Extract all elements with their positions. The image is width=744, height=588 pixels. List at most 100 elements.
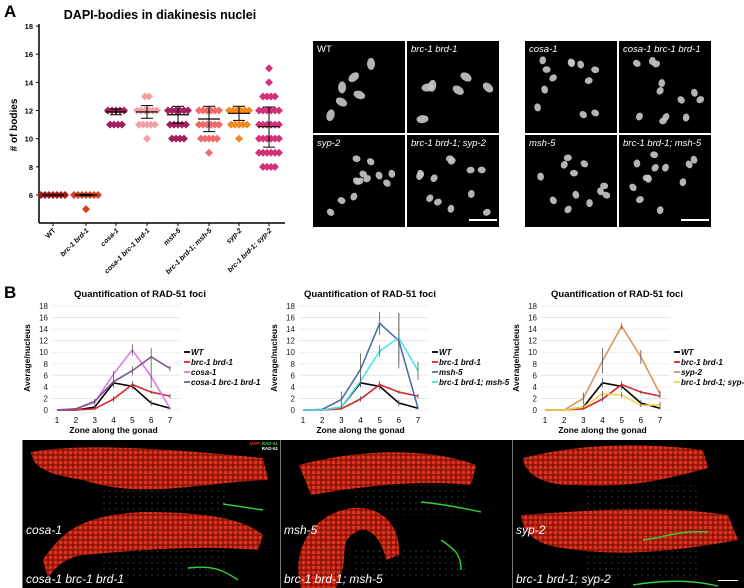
chromosome-body [335, 97, 348, 107]
x-tick-label: 7 [168, 416, 173, 425]
gonad-outline-line [222, 503, 264, 511]
data-point [213, 134, 221, 143]
data-point [235, 134, 243, 143]
chromosome-body [633, 159, 641, 168]
chromosome-body [363, 175, 371, 183]
chromosome-body [567, 59, 575, 67]
dot-plot-y-label: # of bodies [9, 98, 20, 151]
x-tick-label: 2 [320, 416, 325, 425]
data-point [271, 92, 279, 101]
chromosome-body [690, 155, 698, 164]
gonad-dapi-stain [521, 509, 738, 553]
y-tick-label: 18 [528, 302, 537, 311]
gonad-micrograph: syp-2 brc-1 brd-1; syp-2 [512, 440, 744, 588]
y-tick-label: 4 [533, 383, 538, 392]
chromosome-body [388, 169, 396, 178]
micrograph-label: cosa-1 [529, 44, 558, 55]
gonad-micrograph: msh-5 brc-1 brd-1; msh-5 [280, 440, 513, 588]
dapi-micrograph: msh-5 [525, 135, 617, 227]
dapi-micrograph: syp-2 [313, 135, 405, 227]
chromosome-body [696, 96, 705, 104]
chromosome-body [326, 109, 335, 122]
chromosome-body [591, 109, 600, 117]
chromosome-body [448, 157, 456, 165]
genotype-label: syp-2 [516, 523, 546, 537]
panel-label-b: B [4, 283, 17, 302]
x-tick-label: 3 [581, 416, 586, 425]
rad51-chart-2: Quantification of RAD-51 foci02468101214… [269, 289, 510, 435]
chromosome-body [416, 115, 429, 124]
chart-title: Quantification of RAD-51 foci [74, 289, 206, 300]
chromosome-body [428, 79, 437, 92]
chromosome-body [677, 96, 685, 104]
gonad-dapi-stain [31, 447, 268, 490]
chromosome-body [602, 191, 611, 199]
legend-rad51-grey: RAD-51 [261, 446, 278, 451]
data-point [143, 134, 151, 143]
y-tick-label: 16 [39, 314, 48, 323]
chromosome-body [572, 190, 580, 199]
gonad-dapi-stain [43, 512, 263, 578]
chromosome-body [541, 85, 548, 94]
chromosome-body [352, 177, 361, 185]
chromosome-body [539, 56, 547, 65]
x-tick-label: 3 [339, 416, 344, 425]
legend-label: brc-1 brd-1 [191, 358, 233, 367]
chromosome-body [569, 169, 578, 177]
chromosome-body [636, 196, 644, 204]
chromosome-body [348, 72, 360, 83]
gonad-outline-line [420, 501, 482, 513]
chromosome-body [549, 74, 557, 82]
rad51-channel [100, 550, 230, 580]
y-tick-label: 6 [29, 191, 33, 200]
chromosome-body [534, 103, 541, 112]
dapi-micrograph: cosa-1 brc-1 brd-1 [619, 41, 711, 133]
data-point [275, 106, 283, 115]
legend-label: brc-1 brd-1; syp-2 [681, 378, 744, 387]
micrograph-label: cosa-1 brc-1 brd-1 [623, 44, 701, 55]
chromosome-body [685, 160, 693, 169]
legend-label: WT [681, 348, 695, 357]
data-point [245, 106, 253, 115]
y-tick-label: 18 [286, 302, 295, 311]
chromosome-body [629, 183, 637, 192]
y-tick-label: 18 [39, 302, 48, 311]
x-tick-label: 5 [377, 416, 382, 425]
y-tick-label: 18 [25, 22, 33, 31]
dapi-micrograph: brc-1 brd-1 [407, 41, 499, 133]
y-axis-label: Average/nucleus [269, 324, 279, 392]
chromosome-body [383, 179, 391, 187]
micrograph-label: WT [317, 44, 332, 55]
x-tick-label: 4 [600, 416, 605, 425]
chromosome-body [633, 59, 641, 67]
chromosome-body [564, 205, 572, 214]
chromosome-body [679, 178, 687, 187]
chromosome-body [359, 170, 368, 178]
scale-bar [718, 580, 738, 581]
chromosome-body [460, 72, 472, 82]
chromosome-body [477, 166, 486, 174]
chromosome-body [648, 56, 656, 65]
y-tick-label: 2 [291, 394, 296, 403]
panel-label-a: A [4, 2, 17, 21]
gonad-outline-line [632, 580, 719, 587]
chromosome-body [597, 187, 604, 196]
chromosome-body [656, 87, 664, 95]
y-tick-label: 12 [39, 337, 48, 346]
y-tick-label: 0 [533, 406, 538, 415]
x-tick-label: 6 [397, 416, 402, 425]
y-tick-label: 16 [25, 50, 33, 59]
chromosome-body [642, 174, 651, 182]
legend-label: brc-1 brd-1 [681, 358, 723, 367]
chromosome-body [482, 82, 494, 93]
x-axis-label: Zone along the gonad [558, 425, 646, 435]
micrograph-label: brc-1 brd-1; msh-5 [623, 138, 702, 149]
chromosome-body [651, 164, 659, 172]
y-tick-label: 16 [286, 314, 295, 323]
y-tick-label: 6 [291, 371, 296, 380]
y-tick-label: 12 [25, 107, 33, 116]
chromosome-body [426, 194, 434, 203]
legend-label: brc-1 brd-1 [439, 358, 481, 367]
gonad-dapi-stain [523, 445, 708, 486]
